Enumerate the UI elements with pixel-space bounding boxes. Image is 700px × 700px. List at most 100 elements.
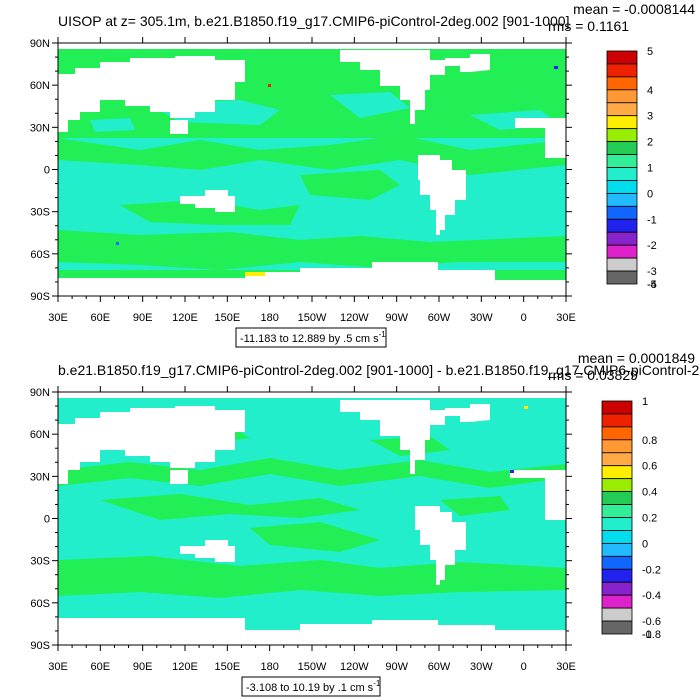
data-speck bbox=[554, 66, 558, 69]
lon-tick-label: 180 bbox=[260, 312, 278, 324]
colorbar-box bbox=[606, 102, 638, 117]
colorbar-box bbox=[601, 426, 633, 441]
colorbar-box bbox=[601, 491, 633, 505]
mean-label: mean = 0.0001849 bbox=[578, 350, 695, 366]
colorbar-box bbox=[601, 452, 633, 467]
lon-tick-label: 0 bbox=[521, 661, 527, 673]
colorbar-box bbox=[606, 257, 638, 272]
colorbar-box bbox=[606, 231, 638, 246]
lat-tick-label: 60N bbox=[30, 80, 50, 92]
colorbar-box bbox=[601, 620, 633, 635]
colorbar-label: -0.4 bbox=[642, 590, 661, 602]
colorbar-label: -0.2 bbox=[642, 564, 661, 576]
colorbar-box bbox=[601, 465, 633, 480]
lon-tick-label: 150W bbox=[298, 312, 327, 324]
lon-tick-label: 60E bbox=[91, 661, 111, 673]
lat-tick-label: 0 bbox=[44, 165, 50, 177]
lon-tick-label: 0 bbox=[521, 312, 527, 324]
colorbar-box bbox=[601, 542, 633, 557]
land-mask bbox=[58, 43, 566, 296]
colorbar-box bbox=[606, 192, 638, 207]
lon-tick-label: 90E bbox=[133, 661, 153, 673]
colorbar-label: 0.8 bbox=[642, 435, 657, 447]
svg-text:-11.183 to 12.889 by .5 cm s-1: -11.183 to 12.889 by .5 cm s-1 bbox=[240, 330, 386, 345]
colorbar-box bbox=[601, 439, 633, 454]
colorbar-label: 3 bbox=[647, 111, 653, 123]
colorbar-box bbox=[601, 607, 633, 622]
colorbar-box bbox=[606, 76, 638, 91]
rms-label: rms = 0.03829 bbox=[548, 367, 638, 383]
colorbar-box bbox=[606, 89, 638, 104]
colorbar-box bbox=[606, 205, 638, 220]
lon-tick-label: 30W bbox=[470, 661, 493, 673]
colorbar-box bbox=[606, 141, 638, 155]
colorbar-box bbox=[601, 530, 633, 544]
colorbar-label: -0.6 bbox=[642, 616, 661, 628]
lat-tick-label: 30N bbox=[30, 122, 50, 134]
colorbar-label: 2 bbox=[647, 137, 653, 149]
lat-tick-label: 90S bbox=[30, 291, 50, 303]
colorbar-label: -3 bbox=[647, 266, 657, 278]
lon-tick-label: 120E bbox=[172, 312, 198, 324]
lon-tick-label: 90W bbox=[385, 661, 408, 673]
colorbar-label: -1 bbox=[642, 629, 652, 641]
colorbar-label: -4 bbox=[647, 279, 657, 291]
mean-label: mean = -0.0008144 bbox=[573, 1, 695, 17]
rms-label: rms = 0.1161 bbox=[548, 18, 629, 34]
lon-tick-label: 120E bbox=[172, 661, 198, 673]
lon-tick-label: 30E bbox=[556, 661, 576, 673]
lat-tick-label: 60S bbox=[30, 249, 50, 261]
colorbar-box bbox=[606, 63, 638, 78]
lon-tick-label: 30E bbox=[556, 312, 576, 324]
colorbar-box bbox=[601, 568, 633, 583]
colorbar-label: 0.6 bbox=[642, 461, 657, 473]
range-label: -3.108 to 10.19 by .1 cm s bbox=[246, 682, 374, 694]
lon-tick-label: 120W bbox=[340, 312, 369, 324]
panel-title: UISOP at z= 305.1m, b.e21.B1850.f19_g17.… bbox=[58, 13, 569, 29]
axis-ticks: 90N 60N 30N 0 30S 60S 90S 30E 60E 90E 120E 150E 180 1… bbox=[30, 386, 576, 673]
range-box: -3.108 to 10.19 by .1 cm s-1 bbox=[241, 676, 381, 697]
colorbar-box bbox=[606, 244, 638, 259]
colorbar-label: -5 bbox=[647, 279, 657, 291]
lon-tick-label: 30E bbox=[48, 312, 68, 324]
colorbar-label: 5 bbox=[647, 46, 653, 58]
panel-title: b.e21.B1850.f19_g17.CMIP6-piControl-2deg… bbox=[58, 362, 700, 378]
lon-tick-label: 60W bbox=[428, 661, 451, 673]
colorbar-box bbox=[606, 218, 638, 233]
map-panel-1 bbox=[58, 43, 566, 296]
range-superscript: -1 bbox=[373, 679, 381, 688]
map-panel-2 bbox=[58, 392, 566, 645]
colorbar-box bbox=[606, 270, 638, 285]
lat-tick-label: 30S bbox=[30, 207, 50, 219]
lon-tick-label: 60E bbox=[91, 312, 111, 324]
colorbar-box bbox=[601, 517, 633, 531]
colorbar-label: -2 bbox=[647, 240, 657, 252]
colorbar-box bbox=[601, 400, 633, 415]
land-mask bbox=[58, 392, 566, 645]
colorbar-label: 4 bbox=[647, 85, 653, 97]
lat-tick-label: 90S bbox=[30, 640, 50, 652]
range-label: -11.183 to 12.889 by .5 cm s bbox=[240, 333, 379, 345]
lat-tick-label: 90N bbox=[30, 387, 50, 399]
data-speck bbox=[268, 84, 271, 87]
colorbar-box bbox=[606, 115, 638, 130]
data-speck bbox=[245, 272, 265, 276]
colorbar-box bbox=[601, 413, 633, 428]
colorbar-label: 1 bbox=[647, 163, 653, 175]
lon-tick-label: 30W bbox=[470, 312, 493, 324]
lon-tick-label: 150W bbox=[298, 661, 327, 673]
lat-tick-label: 90N bbox=[30, 38, 50, 50]
range-superscript: -1 bbox=[379, 330, 387, 339]
lat-tick-label: 60N bbox=[30, 429, 50, 441]
colorbar-box bbox=[601, 504, 633, 518]
lon-tick-label: 30E bbox=[48, 661, 68, 673]
colorbar-label: 1 bbox=[642, 396, 648, 408]
lon-tick-label: 150E bbox=[214, 312, 240, 324]
colorbar-label: 0.2 bbox=[642, 513, 657, 525]
data-speck bbox=[510, 470, 514, 473]
colorbar-box bbox=[606, 128, 638, 143]
colorbar-label: 0 bbox=[642, 538, 648, 550]
colorbar: 1 0.8 0.6 0.4 0.2 0 -0.2 -0.4 -0.6-0.8-1 bbox=[601, 396, 661, 641]
lon-tick-label: 60W bbox=[428, 312, 451, 324]
